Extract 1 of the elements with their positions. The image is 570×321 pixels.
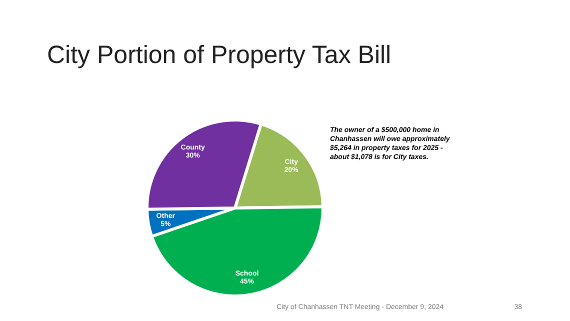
chart-title: City Portion of Property Tax Bill: [47, 41, 392, 69]
